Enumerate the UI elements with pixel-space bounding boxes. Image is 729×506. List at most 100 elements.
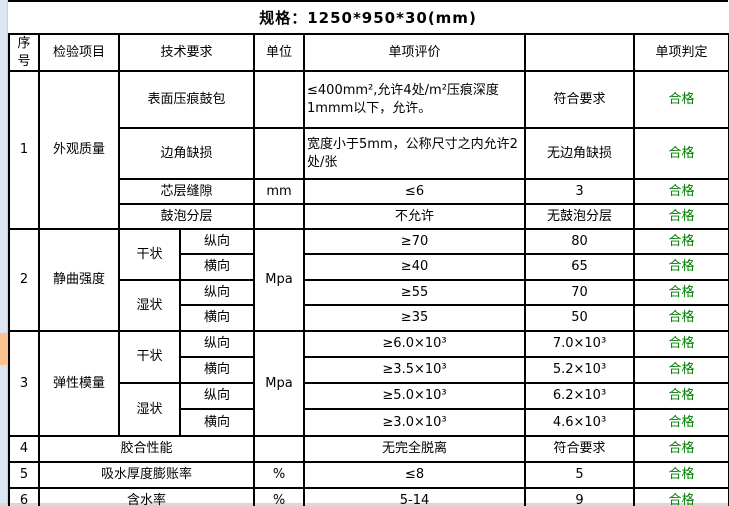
cell-eval: ≥3.0×10³ <box>303 408 527 438</box>
cell-eval: ≥5.0×10³ <box>303 382 527 411</box>
cell-verdict: 合格 <box>633 408 729 438</box>
cell-verdict: 合格 <box>633 461 729 490</box>
header-unit: 单位 <box>253 32 306 73</box>
header-eval: 单项评价 <box>303 32 527 73</box>
cell-measured: 无鼓泡分层 <box>524 203 636 231</box>
cell-item-appearance: 外观质量 <box>38 70 120 231</box>
table-row: 6 含水率 % 5-14 9 合格 <box>8 487 729 506</box>
header-row: 序号 检验项目 技术要求 单位 单项评价 单项判定 <box>8 32 729 73</box>
cell-measured: 5.2×10³ <box>524 356 636 385</box>
table-row: 3 弹性模量 干状 纵向 Mpa ≥6.0×10³ 7.0×10³ 合格 <box>8 330 729 438</box>
cell-measured: 80 <box>524 228 636 256</box>
cell-verdict: 合格 <box>633 304 729 333</box>
cell-verdict: 合格 <box>633 382 729 411</box>
table-content: 规格：1250*950*30(mm) 序号 检验项目 技术要求 单位 单项评价 … <box>8 0 729 506</box>
cell-serial-2: 2 <box>8 228 40 333</box>
inspection-table: 序号 检验项目 技术要求 单位 单项评价 单项判定 1 外观质量 表面压痕鼓包 … <box>8 32 729 506</box>
cell-tech-surface-indent: 表面压痕鼓包 <box>117 70 256 130</box>
cell-measured: 5 <box>524 461 636 490</box>
spec-title: 规格：1250*950*30(mm) <box>8 0 728 33</box>
cell-verdict: 合格 <box>633 253 729 282</box>
table-row: 5 吸水厚度膨账率 % ≤8 5 合格 <box>8 461 729 490</box>
sheet-left-edge-strip <box>0 0 8 503</box>
cell-state-dry: 干状 <box>118 330 181 385</box>
cell-tech-edge-defect: 边角缺损 <box>117 127 256 181</box>
cell-eval: 不允许 <box>303 203 527 231</box>
cell-eval: 宽度小于5mm，公称尺寸之内允许2处/张 <box>303 127 527 181</box>
cell-unit: Mpa <box>253 330 306 438</box>
cell-verdict: 合格 <box>633 435 729 464</box>
table-row: 横向 ≥3.0×10³ 4.6×10³ 合格 <box>9 408 729 438</box>
cell-serial-3: 3 <box>8 330 40 438</box>
cell-measured: 7.0×10³ <box>524 330 636 359</box>
header-verdict: 单项判定 <box>633 32 729 73</box>
table-row: 横向 ≥40 65 合格 <box>9 253 729 282</box>
cell-eval: 无完全脱离 <box>303 435 527 464</box>
cell-measured: 无边角缺损 <box>524 127 636 181</box>
cell-verdict: 合格 <box>633 127 729 181</box>
cell-measured: 50 <box>524 304 636 333</box>
table-row: 边角缺损 宽度小于5mm，公称尺寸之内允许2处/张 无边角缺损 合格 <box>9 127 729 181</box>
cell-eval: ≥40 <box>303 253 527 282</box>
cell-serial-5: 5 <box>8 461 40 490</box>
cell-eval: ≥6.0×10³ <box>303 330 527 359</box>
cell-measured: 6.2×10³ <box>524 382 636 411</box>
cell-eval: ≥70 <box>303 228 527 256</box>
cell-eval: ≥35 <box>303 304 527 333</box>
cell-serial-4: 4 <box>8 435 40 464</box>
header-measured <box>524 32 636 73</box>
cell-measured: 65 <box>524 253 636 282</box>
table-row: 横向 ≥35 50 合格 <box>9 304 729 333</box>
cell-eval: 5-14 <box>303 487 527 506</box>
cell-item-elastic-modulus: 弹性模量 <box>38 330 120 438</box>
cell-eval: ≤6 <box>303 178 527 206</box>
cell-eval: ≤400mm²,允许4处/m²压痕深度1mmm以下，允许。 <box>303 70 527 130</box>
cell-direction: 纵向 <box>178 279 256 307</box>
cell-unit <box>253 70 306 130</box>
table-row: 2 静曲强度 干状 纵向 Mpa ≥70 80 合格 <box>8 228 729 333</box>
cell-unit: Mpa <box>253 228 306 333</box>
cell-state-wet: 湿状 <box>118 382 181 438</box>
cell-eval: ≤8 <box>303 461 527 490</box>
cell-unit <box>253 435 306 464</box>
table-row: 芯层缝隙 mm ≤6 3 合格 <box>9 178 729 206</box>
cell-serial-6: 6 <box>8 487 40 506</box>
cell-direction: 横向 <box>178 304 256 333</box>
cell-measured: 9 <box>524 487 636 506</box>
cell-verdict: 合格 <box>633 203 729 231</box>
table-row: 湿状 纵向 ≥55 70 合格 <box>9 279 729 333</box>
cell-state-wet: 湿状 <box>118 279 181 333</box>
cell-unit: mm <box>253 178 306 206</box>
cell-verdict: 合格 <box>633 356 729 385</box>
cell-measured: 符合要求 <box>524 70 636 130</box>
cell-direction: 横向 <box>178 408 256 438</box>
cell-item-bending-strength: 静曲强度 <box>38 228 120 333</box>
cell-unit <box>253 203 306 231</box>
header-item: 检验项目 <box>38 32 120 73</box>
table-row: 横向 ≥3.5×10³ 5.2×10³ 合格 <box>9 356 729 385</box>
cell-direction: 纵向 <box>178 382 256 411</box>
table-row: 4 胶合性能 无完全脱离 符合要求 合格 <box>8 435 729 464</box>
cell-item-bonding: 胶合性能 <box>37 435 256 464</box>
cell-eval: ≥55 <box>303 279 527 307</box>
table-row: 1 外观质量 表面压痕鼓包 ≤400mm²,允许4处/m²压痕深度1mmm以下，… <box>8 70 729 231</box>
cell-direction: 纵向 <box>178 228 256 256</box>
table-row: 鼓泡分层 不允许 无鼓泡分层 合格 <box>9 203 729 231</box>
cell-verdict: 合格 <box>633 228 729 256</box>
cell-measured: 70 <box>524 279 636 307</box>
cell-verdict: 合格 <box>633 178 729 206</box>
cell-eval: ≥3.5×10³ <box>303 356 527 385</box>
cell-verdict: 合格 <box>633 487 729 506</box>
cell-direction: 横向 <box>178 356 256 385</box>
cell-verdict: 合格 <box>633 70 729 130</box>
cell-verdict: 合格 <box>633 330 729 359</box>
cell-measured: 符合要求 <box>524 435 636 464</box>
cell-tech-blister-delam: 鼓泡分层 <box>117 203 256 231</box>
cell-unit: % <box>253 461 306 490</box>
cell-verdict: 合格 <box>633 279 729 307</box>
sheet-left-edge-accent <box>0 333 7 365</box>
cell-direction: 横向 <box>178 253 256 282</box>
cell-serial-1: 1 <box>8 70 40 231</box>
header-tech: 技术要求 <box>117 32 256 73</box>
